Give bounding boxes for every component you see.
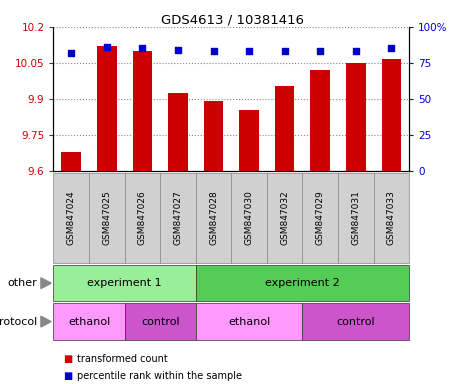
Text: GDS4613 / 10381416: GDS4613 / 10381416 bbox=[161, 13, 304, 26]
Text: GSM847029: GSM847029 bbox=[316, 190, 325, 245]
Text: GSM847025: GSM847025 bbox=[102, 190, 111, 245]
Point bbox=[67, 50, 75, 56]
Bar bbox=[61, 152, 81, 171]
Bar bbox=[204, 101, 223, 171]
Text: ■: ■ bbox=[63, 354, 72, 364]
Bar bbox=[97, 46, 117, 171]
Point bbox=[103, 44, 111, 50]
Bar bbox=[382, 59, 401, 171]
Point bbox=[388, 45, 395, 51]
Text: ethanol: ethanol bbox=[68, 316, 110, 327]
Text: GSM847030: GSM847030 bbox=[245, 190, 253, 245]
Text: other: other bbox=[7, 278, 37, 288]
Bar bbox=[275, 86, 294, 171]
Text: experiment 2: experiment 2 bbox=[265, 278, 340, 288]
Text: ethanol: ethanol bbox=[228, 316, 270, 327]
Text: GSM847033: GSM847033 bbox=[387, 190, 396, 245]
Point bbox=[139, 45, 146, 51]
Point bbox=[210, 48, 217, 55]
Text: ■: ■ bbox=[63, 371, 72, 381]
Bar bbox=[133, 51, 152, 171]
Point bbox=[281, 48, 288, 55]
Text: experiment 1: experiment 1 bbox=[87, 278, 162, 288]
Point bbox=[352, 48, 359, 55]
Text: control: control bbox=[141, 316, 179, 327]
Text: GSM847027: GSM847027 bbox=[173, 190, 182, 245]
Bar bbox=[168, 93, 188, 171]
Text: control: control bbox=[337, 316, 375, 327]
Text: GSM847032: GSM847032 bbox=[280, 190, 289, 245]
Text: GSM847028: GSM847028 bbox=[209, 190, 218, 245]
Text: transformed count: transformed count bbox=[77, 354, 167, 364]
Point bbox=[246, 48, 253, 55]
Text: protocol: protocol bbox=[0, 316, 37, 327]
Point bbox=[174, 47, 182, 53]
Bar bbox=[346, 63, 365, 171]
Bar bbox=[311, 70, 330, 171]
Bar bbox=[239, 110, 259, 171]
Text: GSM847026: GSM847026 bbox=[138, 190, 147, 245]
Text: percentile rank within the sample: percentile rank within the sample bbox=[77, 371, 242, 381]
Point bbox=[317, 48, 324, 55]
Text: GSM847024: GSM847024 bbox=[67, 190, 76, 245]
Text: GSM847031: GSM847031 bbox=[352, 190, 360, 245]
